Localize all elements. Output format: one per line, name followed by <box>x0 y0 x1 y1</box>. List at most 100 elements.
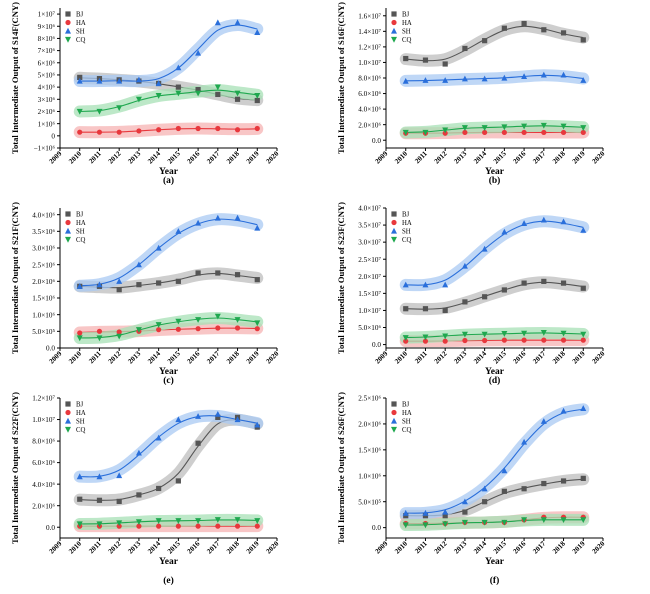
data-point-ha <box>116 329 122 335</box>
x-tick-label: 2011 <box>87 149 103 165</box>
x-tick-label: 2011 <box>87 539 103 555</box>
data-point-ha <box>234 325 241 331</box>
y-axis-title: Total Intermediate Output of S23F(CNY) <box>336 202 346 354</box>
legend-label-bj: BJ <box>402 212 410 219</box>
y-tick-label: 1.0×10⁷ <box>32 416 55 424</box>
data-point-ha <box>156 523 162 529</box>
y-tick-label: 8.0×10⁶ <box>358 75 381 83</box>
x-tick-label: 2013 <box>127 149 143 165</box>
data-point-sh <box>402 77 409 84</box>
data-point-sh <box>481 485 488 492</box>
panel-caption: (f) <box>490 575 500 586</box>
x-tick-label: 2009 <box>374 149 390 165</box>
legend-label-ha: HA <box>402 20 412 27</box>
x-axis-title: Year <box>485 557 505 567</box>
data-point-sh <box>481 245 488 252</box>
data-point-bj <box>521 280 527 286</box>
data-point-ha <box>234 523 241 529</box>
data-point-cq <box>481 331 488 338</box>
data-point-cq <box>116 520 123 527</box>
data-point-ha <box>175 125 181 132</box>
data-point-sh <box>116 278 123 284</box>
data-point-cq <box>481 519 488 526</box>
data-point-sh <box>155 244 162 251</box>
fit-line-cq <box>405 519 584 526</box>
legend-label-ha: HA <box>76 220 86 227</box>
legend-label-ha: HA <box>402 220 412 227</box>
data-point-bj <box>462 509 468 515</box>
data-point-bj <box>234 272 241 278</box>
y-tick-label: 0.0 <box>372 341 381 349</box>
data-point-bj <box>521 20 527 27</box>
data-point-cq <box>96 335 103 342</box>
fit-line-sh <box>79 415 258 478</box>
x-tick-label: 2017 <box>205 349 221 365</box>
data-point-cq <box>214 517 221 523</box>
legend-marker-cq <box>65 36 71 43</box>
x-tick-label: 2017 <box>205 539 221 555</box>
data-point-ha <box>234 127 241 133</box>
data-point-bj <box>215 414 221 420</box>
y-tick-label: 0.0 <box>372 137 381 145</box>
legend-label-sh: SH <box>76 229 85 236</box>
data-point-cq <box>402 522 409 529</box>
data-point-ha <box>175 326 181 332</box>
panel-caption: (b) <box>489 175 501 186</box>
data-point-cq <box>155 518 162 524</box>
fit-line-sh <box>79 218 258 287</box>
x-tick-label: 2018 <box>225 539 241 555</box>
x-tick-label: 2019 <box>245 539 261 555</box>
data-point-bj <box>195 86 201 93</box>
legend-marker-ha <box>65 219 71 226</box>
data-point-sh <box>540 216 547 223</box>
legend-marker-ha <box>65 409 71 416</box>
data-point-cq <box>155 322 162 328</box>
data-point-cq <box>76 335 83 342</box>
data-point-sh <box>175 228 182 234</box>
legend-label-cq: CQ <box>76 237 86 244</box>
y-tick-label: 1.2×10⁷ <box>358 43 381 51</box>
data-point-cq <box>96 521 103 528</box>
data-point-bj <box>462 299 468 305</box>
data-point-cq <box>461 331 468 338</box>
y-tick-label: 1.5×10⁷ <box>358 290 381 298</box>
x-tick-label: 2016 <box>186 539 202 555</box>
x-axis-title: Year <box>485 367 505 377</box>
data-point-cq <box>501 519 508 526</box>
x-tick-label: 2019 <box>571 149 587 165</box>
data-point-sh <box>442 508 449 515</box>
x-tick-label: 2009 <box>374 539 390 555</box>
y-tick-label: 7×10⁶ <box>38 47 56 55</box>
x-tick-label: 2017 <box>531 539 547 555</box>
data-point-sh <box>501 74 508 81</box>
data-point-ha <box>521 129 527 136</box>
x-tick-label: 2010 <box>393 149 409 165</box>
data-point-sh <box>175 64 182 71</box>
fit-line-bj <box>405 25 584 62</box>
x-tick-label: 2012 <box>433 149 449 165</box>
y-tick-label: 1.5×10⁶ <box>358 446 381 454</box>
data-point-bj <box>77 74 83 80</box>
data-point-sh <box>195 219 202 226</box>
data-point-cq <box>254 518 261 524</box>
data-point-ha <box>77 330 83 336</box>
legend-marker-sh <box>391 227 397 234</box>
fit-line-sh <box>405 408 584 514</box>
y-tick-label: 1.5×10⁶ <box>32 295 55 303</box>
data-point-sh <box>521 438 528 445</box>
data-point-ha <box>215 523 221 529</box>
x-tick-label: 2020 <box>265 149 281 165</box>
data-point-cq <box>96 108 103 115</box>
x-axis-title: Year <box>485 167 505 177</box>
data-point-bj <box>541 480 547 487</box>
data-point-sh <box>155 80 162 87</box>
data-point-ha <box>96 328 103 334</box>
y-tick-label: 3.0×10⁷ <box>358 239 381 247</box>
data-point-cq <box>195 90 202 97</box>
data-point-sh <box>214 410 221 417</box>
data-point-bj <box>195 270 201 276</box>
x-tick-label: 2018 <box>551 149 567 165</box>
y-tick-label: 8.0×10⁶ <box>32 438 55 446</box>
y-tick-label: 3×10⁶ <box>38 96 56 104</box>
x-tick-label: 2020 <box>591 349 607 365</box>
